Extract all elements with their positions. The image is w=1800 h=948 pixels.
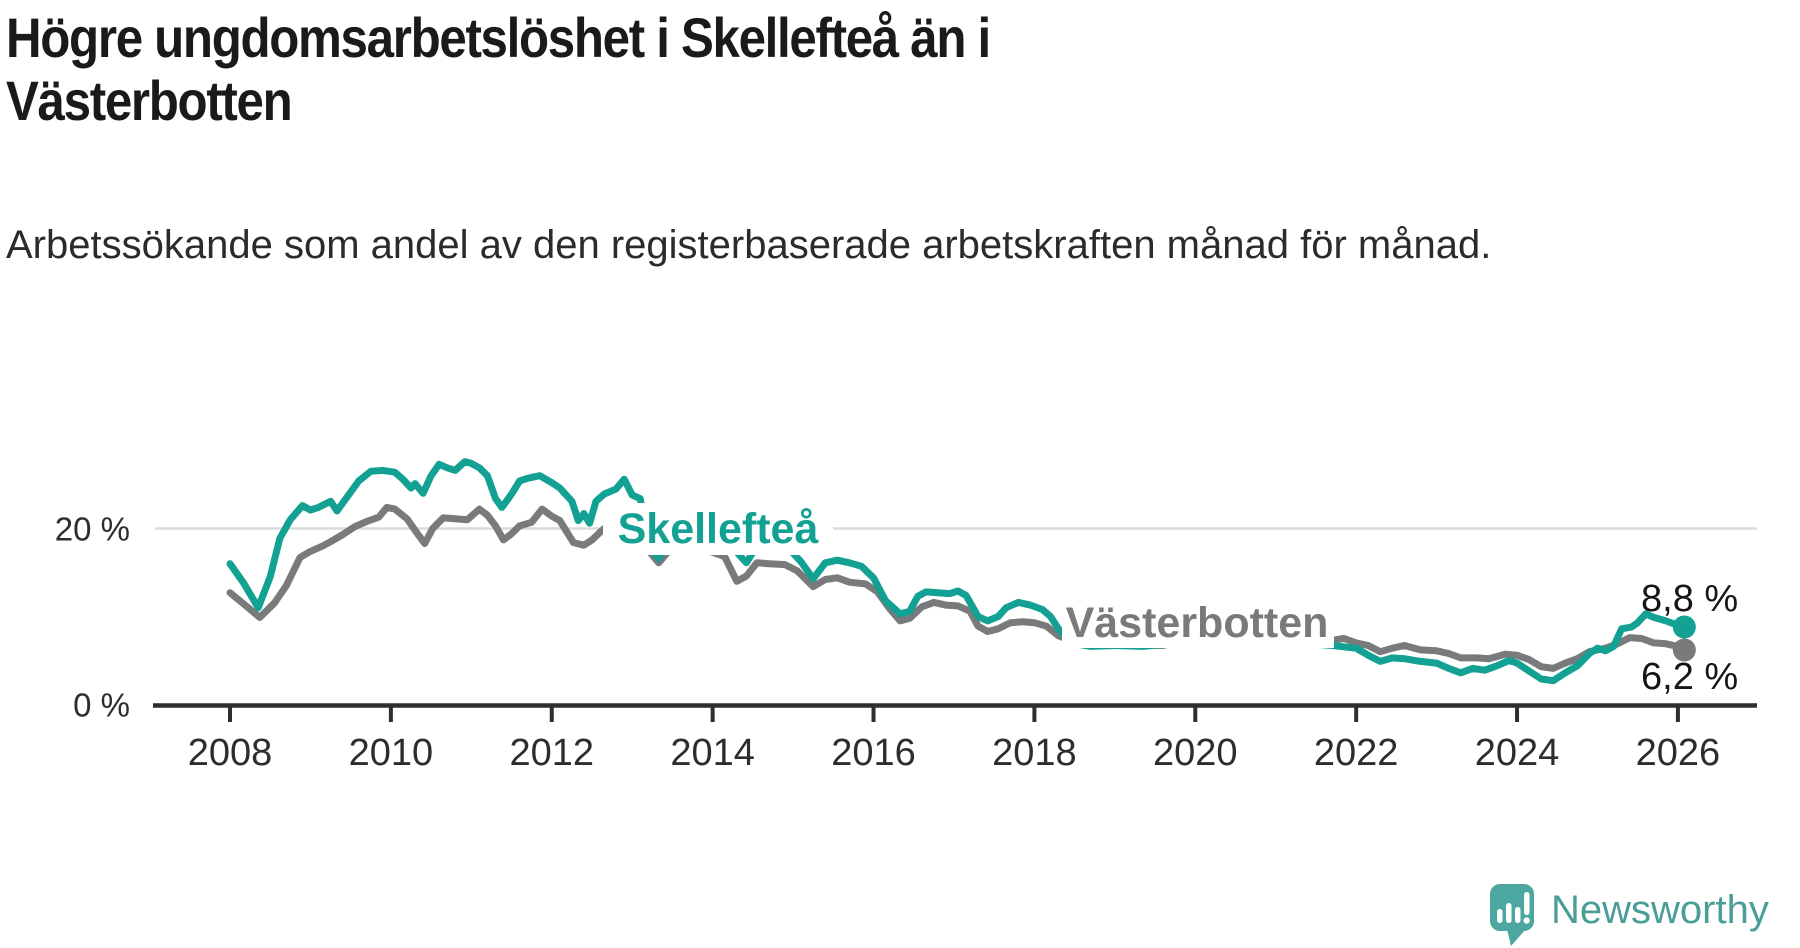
page-title: Högre ungdomsarbetslöshet i Skellefteå ä… [6, 6, 991, 133]
x-axis: 2008 2010 2012 2014 2016 2018 2020 2022 2024 2026 [153, 703, 1757, 774]
x-tick-label: 2024 [1475, 732, 1560, 774]
end-value-labels: 8,8 % 6,2 % [1641, 578, 1738, 698]
x-axis-ticks: 2008 2010 2012 2014 2016 2018 2020 2022 2024 2026 [188, 705, 1720, 774]
newsworthy-logo: Newsworthy [1490, 884, 1769, 948]
x-tick-label: 2026 [1636, 732, 1721, 774]
logo-exclamation-bar [1524, 892, 1530, 915]
end-value-skelleftea: 8,8 % [1641, 578, 1738, 620]
y-tick-label: 0 % [73, 687, 130, 724]
line-skellefteå [226, 458, 1688, 685]
endpoint-dot-västerbotten [1672, 638, 1696, 662]
x-tick-label: 2018 [992, 732, 1077, 774]
series-label-vasterbotten: Västerbotten [1066, 599, 1329, 647]
x-tick-label: 2010 [349, 732, 434, 774]
x-tick-label: 2014 [670, 732, 755, 774]
x-tick-label: 2020 [1153, 732, 1238, 774]
series-inline-labels: Skellefteå Västerbotten [603, 503, 1334, 648]
vasterbotten-label-halo [1062, 596, 1334, 648]
line-västerbotten [226, 503, 1688, 672]
logo-bar-3 [1515, 907, 1521, 923]
end-value-vasterbotten: 6,2 % [1641, 656, 1738, 698]
newsworthy-logo-icon [1490, 884, 1534, 946]
series-label-skelleftea: Skellefteå [618, 505, 820, 553]
y-tick-label: 20 % [55, 511, 130, 548]
x-tick-label: 2016 [831, 732, 916, 774]
x-tick-label: 2012 [509, 732, 594, 774]
gridlines-and-y-axis: 0 % 20 % [55, 511, 1757, 724]
x-tick-label: 2022 [1314, 732, 1399, 774]
series-lines [226, 458, 1688, 685]
newsworthy-logo-text: Newsworthy [1551, 888, 1769, 932]
chart-subtitle: Arbetssökande som andel av den registerb… [6, 223, 1492, 267]
x-tick-label: 2008 [188, 732, 273, 774]
series-endpoint-dots [1672, 615, 1696, 662]
skelleftea-label-halo [603, 503, 833, 555]
logo-bar-1 [1497, 909, 1503, 923]
logo-exclamation-dot [1523, 917, 1530, 924]
logo-bar-2 [1506, 903, 1512, 923]
endpoint-dot-skellefteå [1672, 615, 1696, 639]
